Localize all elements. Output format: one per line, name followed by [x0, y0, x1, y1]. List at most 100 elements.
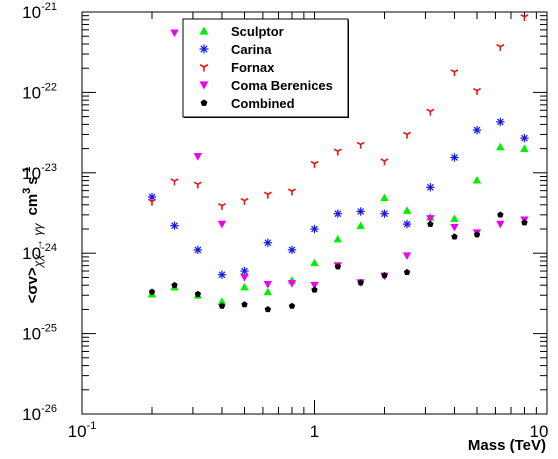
legend-label-combined: Combined: [231, 96, 295, 111]
data-point-coma-berenices: [263, 280, 273, 289]
legend-label-sculptor: Sculptor: [231, 24, 284, 39]
data-point-sculptor: [240, 282, 249, 291]
data-point-sculptor: [217, 297, 227, 305]
y-tick-label: 10-22: [22, 81, 57, 102]
legend: Sculptor Carina Fornax Coma Berenices Combin…: [182, 18, 349, 118]
data-point-coma-berenices: [310, 281, 319, 290]
data-point-fornax: [333, 148, 342, 156]
data-point-coma-berenices: [193, 153, 203, 161]
data-point-fornax: [287, 188, 297, 196]
y-tick-label: 10-21: [22, 1, 57, 22]
x-axis-title: Mass (TeV): [468, 437, 546, 454]
legend-marker-coma-berenices: [199, 81, 209, 90]
data-point-fornax: [170, 178, 179, 186]
data-point-coma-berenices: [402, 252, 412, 260]
data-point-carina: [356, 207, 365, 216]
data-point-coma-berenices: [170, 29, 179, 38]
data-point-combined: [427, 220, 434, 227]
series-combined: [148, 211, 528, 313]
data-point-sculptor: [380, 193, 389, 202]
legend-label-coma-berenices: Coma Berenices: [231, 78, 333, 93]
y-tick-label: 10-24: [22, 242, 57, 263]
y-tick-label: 10-26: [22, 403, 57, 424]
data-point-carina: [496, 117, 505, 127]
legend-marker-fornax: [199, 64, 209, 72]
legend-marker-sculptor: [199, 26, 209, 35]
data-point-coma-berenices: [426, 215, 435, 223]
data-point-fornax: [450, 69, 459, 77]
data-point-coma-berenices: [217, 220, 227, 229]
data-point-carina: [450, 153, 459, 162]
data-point-carina: [240, 266, 249, 276]
data-point-carina: [472, 125, 482, 135]
data-point-sculptor: [263, 287, 273, 296]
data-point-carina: [193, 245, 203, 255]
data-point-carina: [217, 270, 227, 279]
data-point-fornax: [310, 160, 319, 168]
data-point-combined: [497, 211, 504, 218]
y-axis-title: <σv>χχ → γγcm3s-1: [21, 167, 45, 304]
legend-label-fornax: Fornax: [231, 60, 275, 75]
data-point-coma-berenices: [450, 223, 459, 232]
data-point-fornax: [263, 191, 272, 199]
data-point-fornax: [356, 141, 365, 149]
y-tick-label: 10-23: [22, 162, 57, 183]
data-point-combined: [264, 306, 272, 313]
data-point-sculptor: [520, 144, 529, 152]
x-tick-label: 10: [530, 422, 549, 441]
data-point-sculptor: [496, 142, 505, 151]
data-point-carina: [333, 209, 343, 218]
legend-marker-carina: [199, 44, 209, 54]
data-point-combined: [451, 233, 458, 240]
data-point-carina: [170, 221, 179, 230]
data-point-fornax: [402, 131, 412, 139]
data-point-carina: [147, 192, 157, 202]
data-point-carina: [380, 209, 389, 218]
data-point-fornax: [426, 108, 435, 116]
data-point-combined: [521, 219, 528, 226]
data-point-fornax: [240, 197, 249, 205]
data-point-sculptor: [333, 234, 343, 243]
data-point-carina: [520, 133, 529, 143]
data-point-fornax: [193, 181, 202, 189]
series-fornax: [147, 14, 529, 210]
data-point-combined: [148, 288, 156, 295]
data-point-sculptor: [356, 221, 365, 230]
data-point-combined: [194, 290, 202, 297]
legend-box: [182, 18, 349, 118]
data-point-coma-berenices: [240, 274, 249, 282]
data-point-combined: [473, 231, 481, 238]
axes: 10-1 1 10 10-26 10-25 10-24 10-23 10-22 10-21: [22, 1, 548, 441]
data-marks: [147, 14, 529, 313]
data-point-coma-berenices: [287, 280, 297, 288]
data-point-fornax: [496, 43, 505, 51]
data-point-combined: [334, 263, 342, 270]
data-point-combined: [381, 272, 388, 279]
x-tick-label: 10-1: [68, 420, 97, 441]
data-point-carina: [287, 245, 297, 255]
data-point-combined: [241, 301, 248, 308]
data-point-sculptor: [472, 175, 482, 184]
data-point-fornax: [520, 14, 529, 22]
data-point-combined: [357, 279, 364, 286]
y-tick-label: 10-25: [22, 323, 57, 344]
data-point-combined: [311, 286, 318, 293]
data-point-carina: [426, 183, 435, 192]
data-point-coma-berenices: [496, 220, 505, 229]
data-point-fornax: [472, 87, 482, 95]
data-point-fornax: [217, 202, 227, 210]
data-point-combined: [171, 281, 178, 288]
data-point-carina: [310, 224, 319, 234]
x-tick-label: 1: [310, 422, 319, 441]
data-point-combined: [403, 268, 411, 275]
series-carina: [147, 117, 529, 279]
data-point-carina: [402, 219, 412, 229]
data-point-fornax: [147, 198, 157, 206]
data-point-sculptor: [402, 206, 412, 214]
legend-label-carina: Carina: [231, 42, 272, 57]
data-point-combined: [218, 302, 226, 309]
data-point-sculptor: [450, 214, 459, 222]
data-point-sculptor: [310, 258, 319, 267]
data-point-combined: [288, 302, 296, 309]
